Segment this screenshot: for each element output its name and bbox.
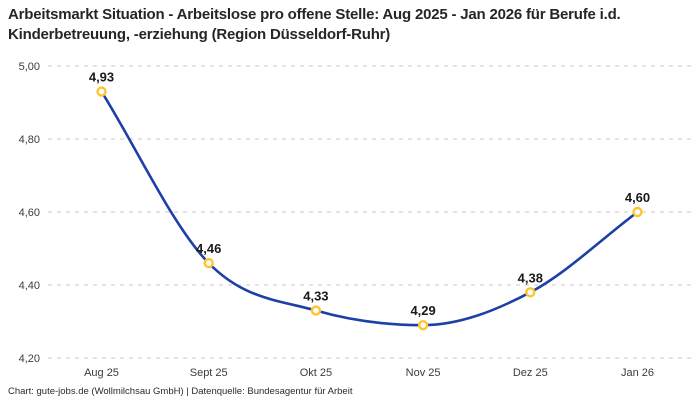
x-axis-tick-label: Dez 25	[513, 367, 548, 379]
x-axis-tick-label: Jan 26	[621, 367, 654, 379]
data-line	[100, 90, 639, 327]
data-point-marker	[96, 86, 107, 97]
chart-attribution: Chart: gute-jobs.de (Wollmilchsau GmbH) …	[8, 386, 353, 397]
data-point-label: 4,46	[196, 241, 221, 256]
x-axis-tick-label: Sept 25	[190, 367, 228, 379]
x-axis-tick-label: Okt 25	[300, 367, 332, 379]
data-point-marker	[525, 287, 536, 298]
x-axis-tick-label: Nov 25	[406, 367, 441, 379]
data-point-label: 4,33	[303, 289, 328, 304]
data-point-label: 4,93	[89, 70, 114, 85]
chart-title: Arbeitsmarkt Situation - Arbeitslose pro…	[8, 6, 621, 43]
y-axis-tick-label: 4,60	[19, 207, 40, 219]
y-axis-tick-label: 4,20	[19, 353, 40, 365]
data-point-marker	[632, 206, 643, 218]
data-point-marker	[310, 305, 322, 316]
y-axis-tick-label: 4,80	[19, 134, 40, 146]
data-point-label: 4,60	[625, 190, 650, 205]
data-point-marker	[417, 319, 429, 331]
data-point-label: 4,29	[410, 303, 435, 318]
x-axis-tick-label: Aug 25	[84, 367, 119, 379]
data-point-label: 4,38	[518, 270, 543, 285]
data-point-marker	[203, 257, 214, 269]
y-axis-tick-label: 5,00	[19, 61, 40, 73]
y-axis-tick-label: 4,40	[19, 280, 40, 292]
